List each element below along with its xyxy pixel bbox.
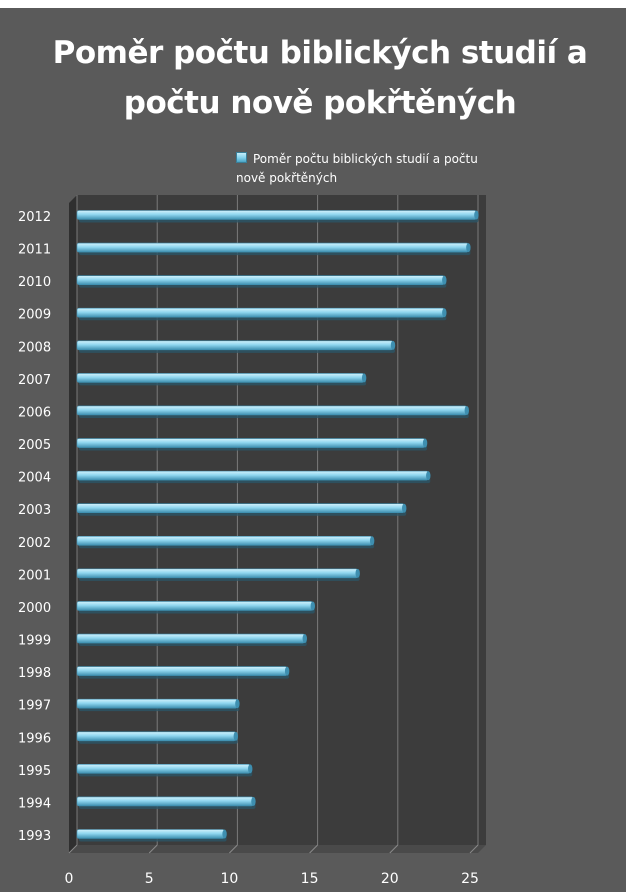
y-tick-label: 1995 — [18, 764, 51, 779]
bar-end-cap — [390, 340, 396, 350]
bar-end-cap — [235, 699, 240, 709]
bar-end-cap — [442, 275, 447, 285]
bar — [76, 210, 477, 220]
y-tick-label: 2004 — [18, 471, 51, 486]
plot-back-wall — [77, 195, 486, 845]
bar — [76, 568, 359, 579]
x-tick-mark — [309, 844, 318, 854]
x-tick-mark — [68, 844, 78, 854]
bar-end-cap — [233, 731, 238, 741]
y-tick-label: 2003 — [18, 503, 51, 518]
y-tick-label: 2012 — [18, 210, 51, 225]
x-tick-label: 15 — [301, 871, 319, 887]
bar-end-cap — [302, 634, 307, 644]
bar-end-cap — [426, 471, 431, 481]
bar — [76, 405, 468, 416]
bar — [76, 470, 429, 481]
x-tick-label: 10 — [220, 871, 238, 887]
bar-end-cap — [464, 405, 469, 415]
bar — [76, 373, 365, 383]
bar-end-cap — [442, 308, 447, 318]
bar — [76, 698, 238, 709]
bar-end-cap — [361, 373, 367, 383]
y-tick-label: 2009 — [18, 308, 51, 323]
bar-end-cap — [284, 666, 290, 676]
y-tick-label: 1999 — [18, 634, 51, 649]
bar — [76, 307, 445, 318]
y-tick-label: 1994 — [18, 796, 51, 811]
legend: Poměr počtu biblických studií a počtu no… — [236, 150, 506, 188]
bar-end-cap — [310, 601, 315, 611]
bar-end-cap — [248, 764, 253, 774]
x-tick-mark — [148, 844, 158, 854]
x-tick-label: 5 — [145, 871, 154, 887]
legend-swatch-icon — [236, 152, 247, 163]
y-tick-label: 2002 — [18, 536, 51, 551]
bar — [76, 829, 225, 839]
y-tick-label: 1996 — [18, 731, 51, 746]
bar-end-cap — [402, 503, 407, 513]
x-tick-mark — [229, 844, 238, 854]
bar-end-cap — [466, 243, 471, 253]
chart-panel: Poměr počtu biblických studií a počtu no… — [0, 8, 626, 892]
bar-end-cap — [474, 210, 479, 220]
y-tick-label: 2007 — [18, 373, 51, 388]
bar-end-cap — [422, 438, 428, 448]
bar-end-cap — [355, 568, 360, 578]
y-tick-label: 1993 — [18, 829, 51, 844]
y-tick-label: 2008 — [18, 340, 51, 355]
y-tick-label: 2011 — [18, 243, 51, 258]
bar — [76, 242, 469, 253]
bar-end-cap — [369, 536, 375, 546]
bar — [76, 633, 306, 644]
x-tick-label: 20 — [381, 871, 399, 887]
y-tick-label: 1997 — [18, 699, 51, 714]
bar-end-cap — [251, 796, 256, 806]
bar — [76, 796, 254, 807]
bar — [76, 535, 373, 546]
bar — [76, 503, 405, 514]
plot-floor — [69, 845, 486, 853]
x-tick-label: 0 — [65, 871, 74, 887]
bar — [76, 275, 445, 285]
y-tick-label: 2010 — [18, 275, 51, 290]
bar — [76, 438, 426, 448]
bar — [76, 340, 394, 351]
y-tick-label: 2005 — [18, 438, 51, 453]
bar — [76, 601, 314, 611]
x-tick-mark — [469, 844, 479, 854]
y-tick-label: 1998 — [18, 666, 51, 681]
chart-title: Poměr počtu biblických studií a počtu no… — [52, 35, 588, 121]
bar-chart: 0 5 10 15 20 25 1993 1994 1995 1996 1997 1998 1999 20… — [18, 195, 486, 887]
bar — [76, 764, 251, 774]
y-tick-label: 2001 — [18, 568, 51, 583]
bar — [76, 666, 288, 676]
legend-label: Poměr počtu biblických studií a počtu no… — [236, 152, 478, 185]
x-tick-label: 25 — [461, 871, 479, 887]
y-tick-label: 2006 — [18, 405, 51, 420]
x-tick-mark — [389, 844, 399, 854]
plot-side-wall — [69, 195, 77, 853]
bar — [76, 731, 237, 742]
bar-end-cap — [222, 829, 227, 839]
y-tick-label: 2000 — [18, 601, 51, 616]
